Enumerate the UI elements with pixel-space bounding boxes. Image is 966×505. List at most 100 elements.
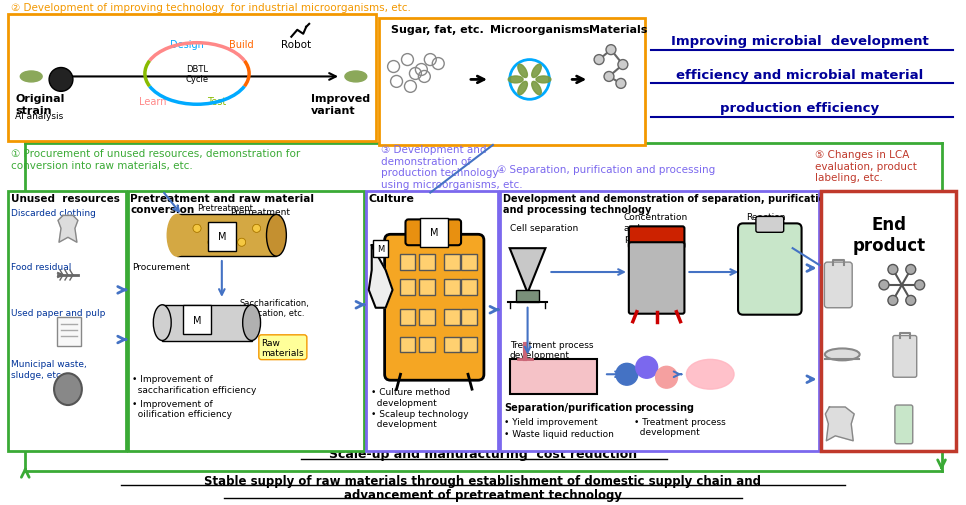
FancyBboxPatch shape xyxy=(461,255,477,271)
FancyBboxPatch shape xyxy=(444,337,460,352)
Circle shape xyxy=(238,239,245,247)
Ellipse shape xyxy=(687,360,734,389)
Text: Raw
materials: Raw materials xyxy=(262,338,304,357)
FancyBboxPatch shape xyxy=(893,336,917,378)
Text: • Improvement of
  saccharification efficiency: • Improvement of saccharification effici… xyxy=(132,375,257,394)
Text: M: M xyxy=(217,232,226,242)
Ellipse shape xyxy=(531,65,541,78)
Text: ④ Separation, purification and processing: ④ Separation, purification and processin… xyxy=(497,165,715,174)
Text: Discarded clothing: Discarded clothing xyxy=(12,209,97,218)
Text: efficiency and microbial material: efficiency and microbial material xyxy=(676,68,923,81)
FancyBboxPatch shape xyxy=(419,255,436,271)
FancyBboxPatch shape xyxy=(400,337,415,352)
Ellipse shape xyxy=(508,77,524,84)
Circle shape xyxy=(888,265,897,275)
Text: Original
strain: Original strain xyxy=(15,94,65,116)
Text: Stable supply of raw materials through establishment of domestic supply chain an: Stable supply of raw materials through e… xyxy=(205,474,761,487)
Circle shape xyxy=(208,239,215,247)
Text: advancement of pretreatment technology: advancement of pretreatment technology xyxy=(344,488,622,501)
Circle shape xyxy=(906,265,916,275)
Polygon shape xyxy=(825,407,854,441)
Circle shape xyxy=(888,296,897,306)
Text: Municipal waste,
sludge, etc.: Municipal waste, sludge, etc. xyxy=(12,360,87,379)
Text: AI: AI xyxy=(57,77,65,83)
Text: Microorganisms: Microorganisms xyxy=(490,25,589,35)
FancyBboxPatch shape xyxy=(444,255,460,271)
FancyBboxPatch shape xyxy=(756,217,783,233)
FancyBboxPatch shape xyxy=(461,337,477,352)
FancyBboxPatch shape xyxy=(177,215,276,257)
Circle shape xyxy=(193,225,201,233)
Ellipse shape xyxy=(167,215,187,257)
Text: Build: Build xyxy=(229,39,254,49)
Ellipse shape xyxy=(518,82,527,95)
Circle shape xyxy=(223,225,231,233)
FancyBboxPatch shape xyxy=(444,279,460,295)
FancyBboxPatch shape xyxy=(824,263,852,308)
Ellipse shape xyxy=(154,305,171,341)
Circle shape xyxy=(223,225,231,233)
Circle shape xyxy=(193,225,201,233)
Circle shape xyxy=(906,296,916,306)
Text: M: M xyxy=(377,244,384,253)
Text: End
product: End product xyxy=(852,216,925,255)
Ellipse shape xyxy=(536,77,551,84)
Text: Culture: Culture xyxy=(369,193,414,203)
Ellipse shape xyxy=(531,82,541,95)
Text: Robot: Robot xyxy=(281,39,311,49)
Text: production efficiency: production efficiency xyxy=(720,102,879,115)
Text: processing: processing xyxy=(634,402,694,412)
Text: Pretreatment and raw material
conversion: Pretreatment and raw material conversion xyxy=(130,193,315,215)
Text: Unused  resources: Unused resources xyxy=(12,193,120,203)
Ellipse shape xyxy=(825,349,860,361)
Text: Reaction: Reaction xyxy=(746,213,785,222)
Polygon shape xyxy=(510,248,546,293)
Text: Improved
variant: Improved variant xyxy=(311,94,370,116)
FancyBboxPatch shape xyxy=(444,309,460,325)
Text: Development and demonstration of separation, purification
and processing technol: Development and demonstration of separat… xyxy=(502,193,832,215)
FancyBboxPatch shape xyxy=(419,279,436,295)
Text: ① Procurement of unused resources, demonstration for
conversion into raw materia: ① Procurement of unused resources, demon… xyxy=(12,148,300,170)
Text: M: M xyxy=(193,315,201,325)
FancyBboxPatch shape xyxy=(419,309,436,325)
FancyBboxPatch shape xyxy=(406,220,461,246)
Text: Pretreatment: Pretreatment xyxy=(197,204,253,213)
Circle shape xyxy=(208,239,215,247)
Ellipse shape xyxy=(267,215,286,257)
FancyBboxPatch shape xyxy=(895,405,913,444)
FancyBboxPatch shape xyxy=(128,191,364,451)
Circle shape xyxy=(616,364,638,385)
Text: Learn: Learn xyxy=(138,97,166,107)
Circle shape xyxy=(879,280,889,290)
Text: Design: Design xyxy=(170,39,204,49)
FancyBboxPatch shape xyxy=(9,15,376,142)
Text: Improving microbial  development: Improving microbial development xyxy=(670,35,928,47)
Circle shape xyxy=(915,280,924,290)
FancyBboxPatch shape xyxy=(629,227,685,248)
Polygon shape xyxy=(58,216,78,243)
Text: DBTL
Cycle: DBTL Cycle xyxy=(185,65,209,84)
Text: ③ Development and
demonstration of
production technology
using microorganisms, e: ③ Development and demonstration of produ… xyxy=(381,144,523,189)
Text: AI analysis: AI analysis xyxy=(15,112,64,121)
FancyBboxPatch shape xyxy=(738,224,802,315)
Text: Treatment process
development: Treatment process development xyxy=(510,340,593,359)
Text: Saccharification,
oilification, etc.: Saccharification, oilification, etc. xyxy=(240,298,309,318)
Text: M: M xyxy=(430,228,439,238)
Ellipse shape xyxy=(242,305,261,341)
Text: Pretreatment: Pretreatment xyxy=(230,208,290,217)
FancyBboxPatch shape xyxy=(57,317,81,347)
Text: Sugar, fat, etc.: Sugar, fat, etc. xyxy=(390,25,483,35)
Circle shape xyxy=(238,239,245,247)
FancyBboxPatch shape xyxy=(400,255,415,271)
Polygon shape xyxy=(369,246,392,308)
Text: • Culture method
  development: • Culture method development xyxy=(371,387,450,407)
Text: ⑤ Changes in LCA
evaluation, product
labeling, etc.: ⑤ Changes in LCA evaluation, product lab… xyxy=(815,149,918,183)
Text: Procurement: Procurement xyxy=(132,263,190,272)
Circle shape xyxy=(594,56,604,66)
FancyBboxPatch shape xyxy=(461,279,477,295)
Circle shape xyxy=(49,68,72,92)
Text: • Scaleup technology
  development: • Scaleup technology development xyxy=(371,409,469,429)
Text: Cell separation: Cell separation xyxy=(510,224,578,233)
Circle shape xyxy=(616,79,626,89)
Ellipse shape xyxy=(54,374,82,405)
